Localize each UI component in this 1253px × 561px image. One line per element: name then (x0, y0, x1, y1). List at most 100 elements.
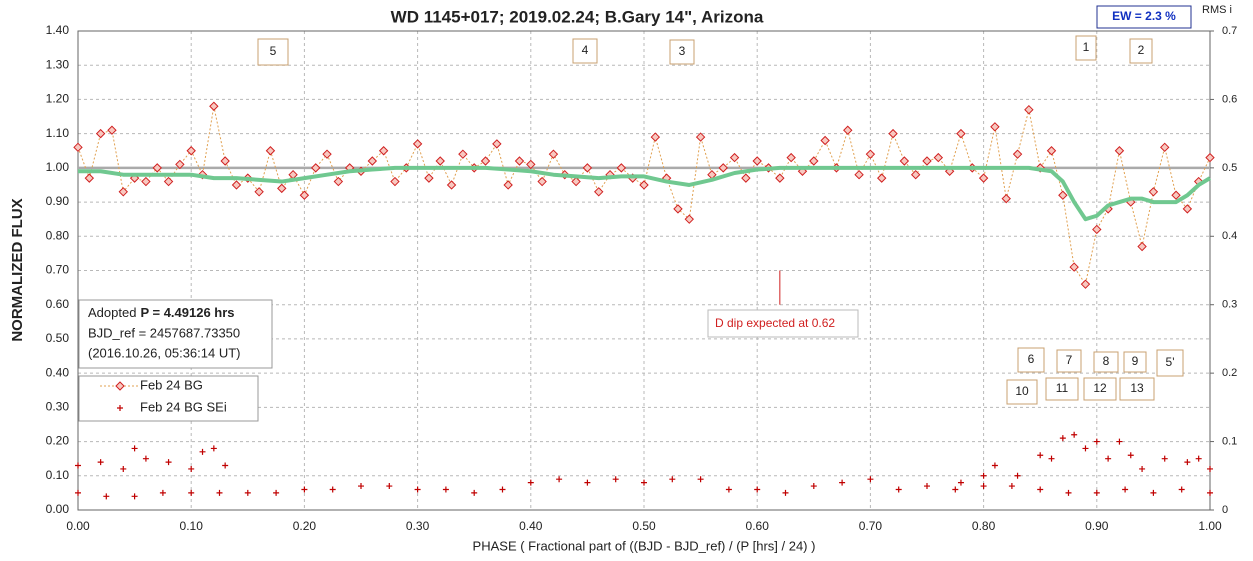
point (199, 448, 206, 455)
y2-tick-label: 0.7 (1222, 25, 1237, 37)
point (1093, 438, 1100, 445)
annotation: 1 (1083, 40, 1090, 54)
point (311, 163, 321, 173)
point (854, 169, 864, 180)
point (97, 459, 104, 466)
y-tick-label: 0.00 (46, 502, 70, 516)
point (277, 183, 287, 194)
point (131, 493, 138, 500)
point (843, 125, 853, 135)
y-axis-label: NORMALIZED FLUX (9, 198, 26, 341)
point (378, 146, 389, 156)
point (729, 152, 740, 163)
point (435, 156, 445, 166)
annotation-box (669, 39, 695, 65)
point (220, 156, 230, 166)
point (556, 476, 563, 483)
point (1139, 465, 1146, 472)
annotation-box (1045, 377, 1079, 401)
y-tick-label: 0.60 (46, 297, 70, 311)
annotation: 13 (1130, 381, 1144, 395)
point (141, 176, 151, 187)
annotation: 11 (1056, 381, 1069, 395)
point (322, 149, 332, 159)
x-tick-label: 0.20 (293, 519, 317, 533)
point (1178, 486, 1185, 493)
point (1184, 459, 1191, 466)
point (492, 139, 502, 149)
point (503, 180, 513, 190)
point (458, 149, 468, 159)
x-tick-label: 0.00 (66, 519, 90, 533)
point (1082, 445, 1089, 452)
point (1114, 146, 1125, 156)
point (299, 190, 310, 200)
point (584, 479, 591, 486)
point (877, 173, 887, 183)
point (669, 476, 676, 483)
legend-label: Feb 24 BG SEi (140, 399, 227, 414)
point (673, 204, 683, 214)
point (1122, 486, 1129, 493)
point (210, 445, 217, 452)
annotation-box (1129, 38, 1153, 64)
point (1171, 190, 1181, 200)
annotation: 10 (1015, 384, 1029, 398)
point (1195, 455, 1202, 462)
point (1037, 452, 1044, 459)
ew-label: EW = 2.3 % (1112, 9, 1176, 23)
annotation: 5 (270, 44, 277, 58)
annotation-box (1075, 35, 1097, 61)
annotation: 12 (1093, 381, 1107, 395)
point (1207, 465, 1213, 472)
point (1105, 455, 1112, 462)
info-period: P = 4.49126 hrs (140, 305, 234, 320)
point (895, 486, 902, 493)
y-tick-label: 0.90 (46, 194, 70, 208)
point (980, 472, 987, 479)
point (922, 156, 932, 166)
point (991, 462, 998, 469)
annotation: 9 (1132, 354, 1139, 368)
point (129, 173, 140, 183)
point (1046, 146, 1057, 156)
point (810, 483, 817, 490)
point (718, 163, 728, 173)
point (571, 176, 581, 187)
point (1014, 472, 1021, 479)
point (839, 479, 846, 486)
y-tick-label: 0.40 (46, 365, 70, 379)
point (1069, 262, 1079, 272)
point (786, 152, 796, 163)
y-tick-label: 1.20 (46, 92, 70, 106)
point (1127, 452, 1134, 459)
point (956, 128, 966, 139)
point (231, 180, 242, 190)
point (1024, 104, 1034, 115)
point (1205, 152, 1215, 163)
point (390, 176, 400, 187)
point (725, 486, 732, 493)
x-tick-label: 0.70 (859, 519, 883, 533)
point (209, 101, 219, 111)
annotation-box (1083, 377, 1117, 401)
annotation-box (1156, 349, 1184, 377)
point (526, 159, 536, 170)
legend-box (78, 375, 259, 422)
point (186, 146, 196, 156)
point (527, 479, 534, 486)
point (367, 156, 378, 166)
point (1080, 279, 1091, 289)
point (414, 486, 421, 493)
point (809, 156, 819, 166)
point (1059, 435, 1066, 442)
point (641, 479, 647, 486)
annotation-box (1017, 347, 1045, 373)
point (820, 135, 830, 146)
point (1093, 489, 1100, 496)
point (752, 156, 762, 166)
point (1150, 489, 1157, 496)
point (75, 462, 81, 469)
